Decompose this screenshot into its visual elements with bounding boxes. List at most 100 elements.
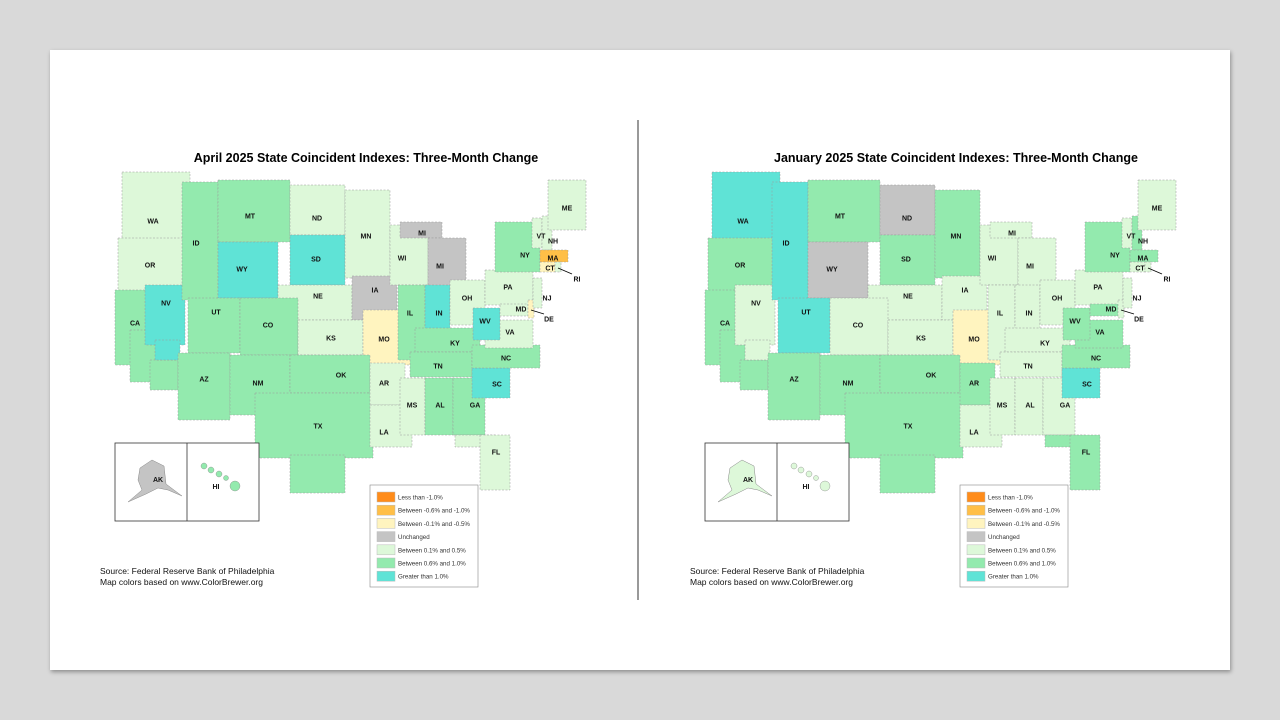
state-shape[interactable]: [1069, 434, 1101, 491]
state-shape[interactable]: [554, 261, 562, 273]
state-hi[interactable]: HI: [200, 462, 241, 492]
state-shape[interactable]: [369, 362, 406, 406]
state-shape[interactable]: [539, 261, 556, 273]
state-shape[interactable]: [989, 377, 1016, 436]
state-ks[interactable]: [297, 319, 364, 356]
state-shape[interactable]: [1004, 327, 1071, 353]
state-md[interactable]: [499, 303, 529, 317]
state-nj[interactable]: [532, 277, 543, 309]
state-or[interactable]: [707, 237, 781, 294]
state-shape[interactable]: [289, 354, 371, 394]
state-shape[interactable]: [344, 189, 391, 279]
state-shape[interactable]: [154, 339, 181, 361]
state-shape[interactable]: [1089, 303, 1119, 317]
state-shape[interactable]: [989, 221, 1033, 239]
state-shape[interactable]: [289, 184, 346, 236]
state-ok[interactable]: [879, 354, 961, 394]
state-shape[interactable]: [1062, 307, 1091, 341]
state-tx[interactable]: [844, 392, 964, 494]
state-shape[interactable]: [744, 339, 771, 361]
state-ms[interactable]: [989, 377, 1016, 436]
state-shape[interactable]: [239, 297, 299, 356]
state-sd[interactable]: [879, 234, 936, 286]
state-shape[interactable]: [472, 307, 501, 341]
state-shape[interactable]: [707, 237, 781, 294]
state-sc[interactable]: [1061, 367, 1101, 399]
state-tx[interactable]: [254, 392, 374, 494]
state-nj[interactable]: [1122, 277, 1133, 309]
state-shape[interactable]: [499, 303, 529, 317]
state-shape[interactable]: [414, 327, 481, 353]
state-wy[interactable]: [807, 241, 869, 299]
state-shape[interactable]: [879, 454, 936, 494]
state-nc[interactable]: [471, 344, 541, 369]
state-ak[interactable]: AK: [717, 459, 773, 503]
state-wy[interactable]: [217, 241, 279, 299]
state-shape[interactable]: [547, 179, 587, 231]
state-shape[interactable]: [471, 367, 511, 399]
state-shape[interactable]: [479, 434, 511, 491]
state-id[interactable]: [771, 181, 809, 301]
state-shape[interactable]: [1061, 367, 1101, 399]
state-shape[interactable]: [254, 392, 374, 459]
state-shape[interactable]: [807, 179, 881, 243]
state-nd[interactable]: [289, 184, 346, 236]
state-shape[interactable]: [121, 171, 191, 241]
state-shape[interactable]: [484, 269, 534, 306]
state-shape[interactable]: [149, 359, 179, 391]
state-ky[interactable]: [1004, 327, 1071, 353]
state-wv[interactable]: [1062, 307, 1091, 341]
state-mt[interactable]: [217, 179, 291, 243]
state-mt[interactable]: [807, 179, 881, 243]
state-shape[interactable]: [181, 181, 219, 301]
state-shape[interactable]: [739, 359, 769, 391]
state-shape[interactable]: [289, 234, 346, 286]
state-ms[interactable]: [399, 377, 426, 436]
state-tn[interactable]: [409, 351, 473, 378]
state-sd[interactable]: [289, 234, 346, 286]
state-ct[interactable]: [539, 261, 556, 273]
state-al[interactable]: [424, 377, 454, 436]
state-shape[interactable]: [887, 319, 954, 356]
state-me[interactable]: [547, 179, 587, 231]
state-me[interactable]: [1137, 179, 1177, 231]
state-pa[interactable]: [484, 269, 534, 306]
state-wv[interactable]: [472, 307, 501, 341]
state-shape[interactable]: [187, 297, 241, 354]
state-de[interactable]: [527, 299, 535, 319]
state-shape[interactable]: [217, 241, 279, 299]
state-shape[interactable]: [1144, 261, 1152, 273]
state-or[interactable]: [117, 237, 191, 294]
state-shape[interactable]: [879, 234, 936, 286]
state-shape[interactable]: [879, 184, 936, 236]
state-fl[interactable]: [1044, 434, 1101, 491]
state-shape[interactable]: [532, 277, 543, 309]
state-ok[interactable]: [289, 354, 371, 394]
state-shape[interactable]: [117, 237, 191, 294]
state-shape[interactable]: [711, 171, 781, 241]
state-ct[interactable]: [1129, 261, 1146, 273]
state-wa[interactable]: [711, 171, 781, 241]
state-ri[interactable]: [1144, 261, 1152, 273]
state-ar[interactable]: [369, 362, 406, 406]
state-shape[interactable]: [1129, 261, 1146, 273]
state-shape[interactable]: [399, 377, 426, 436]
state-shape[interactable]: [767, 352, 821, 421]
state-shape[interactable]: [771, 181, 809, 301]
state-shape[interactable]: [807, 241, 869, 299]
state-shape[interactable]: [289, 454, 346, 494]
state-shape[interactable]: [144, 284, 186, 346]
state-shape[interactable]: [471, 344, 541, 369]
state-ak[interactable]: AK: [127, 459, 183, 503]
state-shape[interactable]: [1137, 179, 1177, 231]
state-fl[interactable]: [454, 434, 511, 491]
state-shape[interactable]: [1122, 277, 1133, 309]
state-shape[interactable]: [409, 351, 473, 378]
state-shape[interactable]: [217, 179, 291, 243]
state-shape[interactable]: [777, 297, 831, 354]
state-ks[interactable]: [887, 319, 954, 356]
state-shape[interactable]: [844, 392, 964, 459]
state-az[interactable]: [177, 352, 231, 421]
state-ri[interactable]: [554, 261, 562, 273]
state-hi[interactable]: HI: [790, 462, 831, 492]
